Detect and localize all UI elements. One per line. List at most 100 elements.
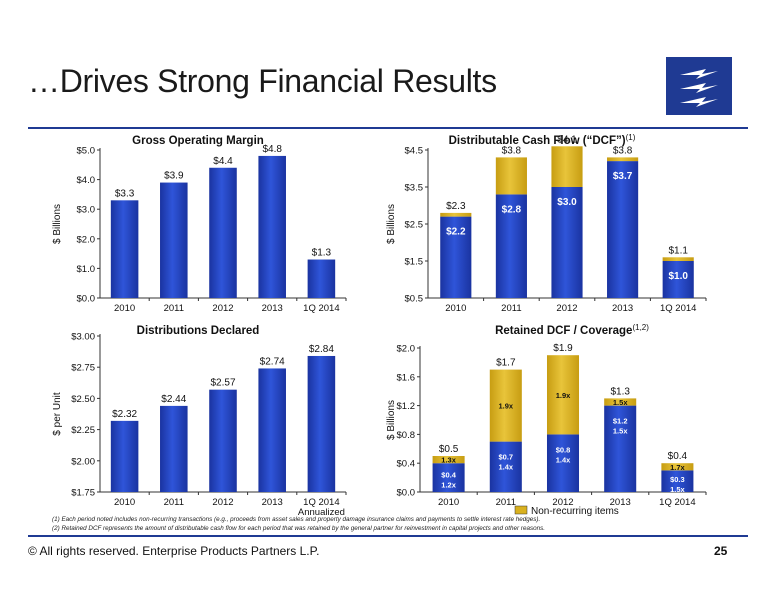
- dist-bar: [258, 368, 286, 492]
- dist-x-tick-label: 2012: [212, 497, 233, 508]
- ret-x-tick-label: 2011: [496, 497, 516, 508]
- gross-operating-margin-chart: Gross Operating Margin $0.0 $1.0 $2.0 $3.0 $4…: [28, 132, 370, 324]
- ret-x-tick-label: 2010: [438, 497, 459, 508]
- dcf-bar-base: [551, 187, 583, 298]
- ret-y-tick-label: $0.8: [397, 430, 416, 441]
- gom-svg: Gross Operating Margin $0.0 $1.0 $2.0 $3.0 $4…: [52, 135, 347, 314]
- gom-chart-title: Gross Operating Margin: [132, 135, 264, 147]
- dcf-x-tick-label: 2012: [556, 303, 577, 314]
- gom-x-tick-label: 1Q 2014: [303, 303, 339, 314]
- dist-svg: Distributions Declared $1.75 $2.00 $2.25 $2.…: [52, 325, 347, 518]
- ret-y-tick-label: $1.2: [397, 401, 416, 412]
- dist-y-tick-label: $3.00: [71, 332, 95, 343]
- dcf-bar-nonrecurring: [495, 157, 527, 195]
- ret-coverage-label: 1.4x: [498, 463, 513, 472]
- gom-y-tick-label: $5.0: [77, 146, 96, 157]
- ret-bar-base: [661, 470, 694, 492]
- gom-y-tick-label: $2.0: [77, 234, 96, 245]
- ret-total-coverage-label: 1.5x: [613, 398, 628, 407]
- gom-bar: [258, 155, 286, 298]
- dcf-bar-nonrecurring: [662, 257, 694, 261]
- gom-value-label: $4.4: [213, 156, 233, 167]
- ret-total-label: $1.9: [553, 343, 573, 354]
- gom-x-tick-label: 2010: [114, 303, 135, 314]
- dist-value-label: $2.84: [309, 344, 334, 355]
- dist-bar: [307, 355, 336, 492]
- dist-y-tick-label: $2.75: [71, 363, 95, 374]
- gom-y-tick-label: $4.0: [77, 175, 96, 186]
- gom-x-tick-label: 2012: [212, 303, 233, 314]
- ret-bar-nonrecurring: [489, 369, 522, 442]
- gom-value-label: $1.3: [312, 248, 332, 259]
- dcf-total-label: $3.8: [613, 145, 633, 156]
- dist-bar: [160, 405, 188, 492]
- ret-total-coverage-label: 1.9x: [498, 402, 513, 411]
- gom-y-axis-label: $ Billions: [52, 204, 63, 244]
- ret-bar-nonrecurring: [432, 456, 465, 464]
- dcf-chart-title: Distributable Cash Flow (“DCF”)(1): [449, 133, 636, 147]
- ret-total-label: $0.4: [668, 451, 688, 462]
- dist-chart-title: Distributions Declared: [137, 325, 260, 337]
- ret-total-coverage-label: 1.7x: [670, 463, 685, 472]
- ret-value-label: $1.2: [613, 417, 628, 426]
- gom-x-tick-label: 2013: [262, 303, 283, 314]
- gom-x-tick-label: 2011: [164, 303, 184, 314]
- ret-bar-base: [546, 434, 580, 492]
- ret-y-tick-label: $2.0: [397, 344, 416, 355]
- footer-rule: [28, 535, 748, 537]
- dcf-total-label: $1.1: [668, 245, 688, 256]
- dcf-x-tick-label: 2011: [501, 303, 521, 314]
- dcf-bar-nonrecurring: [607, 157, 639, 162]
- gom-value-label: $3.3: [115, 188, 135, 199]
- dcf-value-label: $3.0: [557, 197, 577, 208]
- ret-x-tick-label: 2012: [552, 497, 573, 508]
- dcf-total-label: $3.8: [502, 145, 522, 156]
- gom-y-tick-label: $3.0: [77, 205, 96, 216]
- dist-value-label: $2.32: [112, 409, 137, 420]
- dcf-value-label: $3.7: [613, 171, 633, 182]
- dcf-y-tick-label: $2.5: [405, 220, 424, 231]
- dist-y-axis-label: $ per Unit: [52, 392, 63, 436]
- dcf-svg: Distributable Cash Flow (“DCF”)(1) $0.5 $1…: [386, 133, 707, 314]
- gom-value-label: $3.9: [164, 171, 184, 182]
- dcf-x-tick-label: 2010: [445, 303, 466, 314]
- dcf-value-label: $2.2: [446, 227, 466, 238]
- logo-bolt-icon: [680, 69, 718, 107]
- ret-total-label: $0.5: [439, 444, 459, 455]
- gom-bar: [110, 200, 139, 298]
- ret-coverage-label: 1.4x: [556, 455, 571, 464]
- dcf-value-label: $2.8: [502, 204, 522, 215]
- dcf-y-tick-label: $4.5: [405, 146, 424, 157]
- ret-bar-nonrecurring: [604, 398, 637, 406]
- dist-x-tick-label: 2013: [262, 497, 283, 508]
- ret-bar-nonrecurring: [661, 463, 694, 471]
- ret-bar-nonrecurring: [546, 355, 580, 435]
- ret-legend-swatch: [514, 505, 528, 515]
- ret-svg: Retained DCF / Coverage(1,2) $0.0 $0.4 $0.8…: [386, 323, 707, 517]
- dcf-bar-nonrecurring: [551, 146, 583, 187]
- dist-x-tick-label: 1Q 2014: [303, 497, 339, 508]
- dist-x-tick-label: 2010: [114, 497, 135, 508]
- dcf-total-label: $2.3: [446, 201, 466, 212]
- dcf-y-tick-label: $1.5: [405, 257, 424, 268]
- ret-x-tick-label: 1Q 2014: [659, 497, 695, 508]
- gom-value-label: $4.8: [262, 144, 282, 155]
- dcf-total-label: $4.1: [557, 134, 577, 145]
- ret-value-label: $0.4: [441, 470, 456, 479]
- dist-y-tick-label: $2.50: [71, 394, 95, 405]
- gom-y-tick-label: $1.0: [77, 264, 96, 275]
- ret-total-coverage-label: 1.9x: [556, 391, 571, 400]
- dcf-y-tick-label: $0.5: [405, 294, 424, 305]
- dcf-x-tick-label: 2013: [612, 303, 633, 314]
- gom-bar: [160, 182, 188, 298]
- dcf-x-tick-label: 1Q 2014: [660, 303, 696, 314]
- ret-y-axis-label: $ Billions: [386, 400, 397, 440]
- dist-x-tick-label: 2011: [164, 497, 184, 508]
- ret-y-tick-label: $0.4: [397, 459, 416, 470]
- dist-y-tick-label: $2.00: [71, 456, 95, 467]
- company-logo: [666, 57, 732, 115]
- dcf-value-label: $1.0: [668, 271, 688, 282]
- ret-bar-base: [489, 441, 522, 492]
- gom-bar: [307, 259, 336, 298]
- dist-y-tick-label: $1.75: [71, 488, 95, 499]
